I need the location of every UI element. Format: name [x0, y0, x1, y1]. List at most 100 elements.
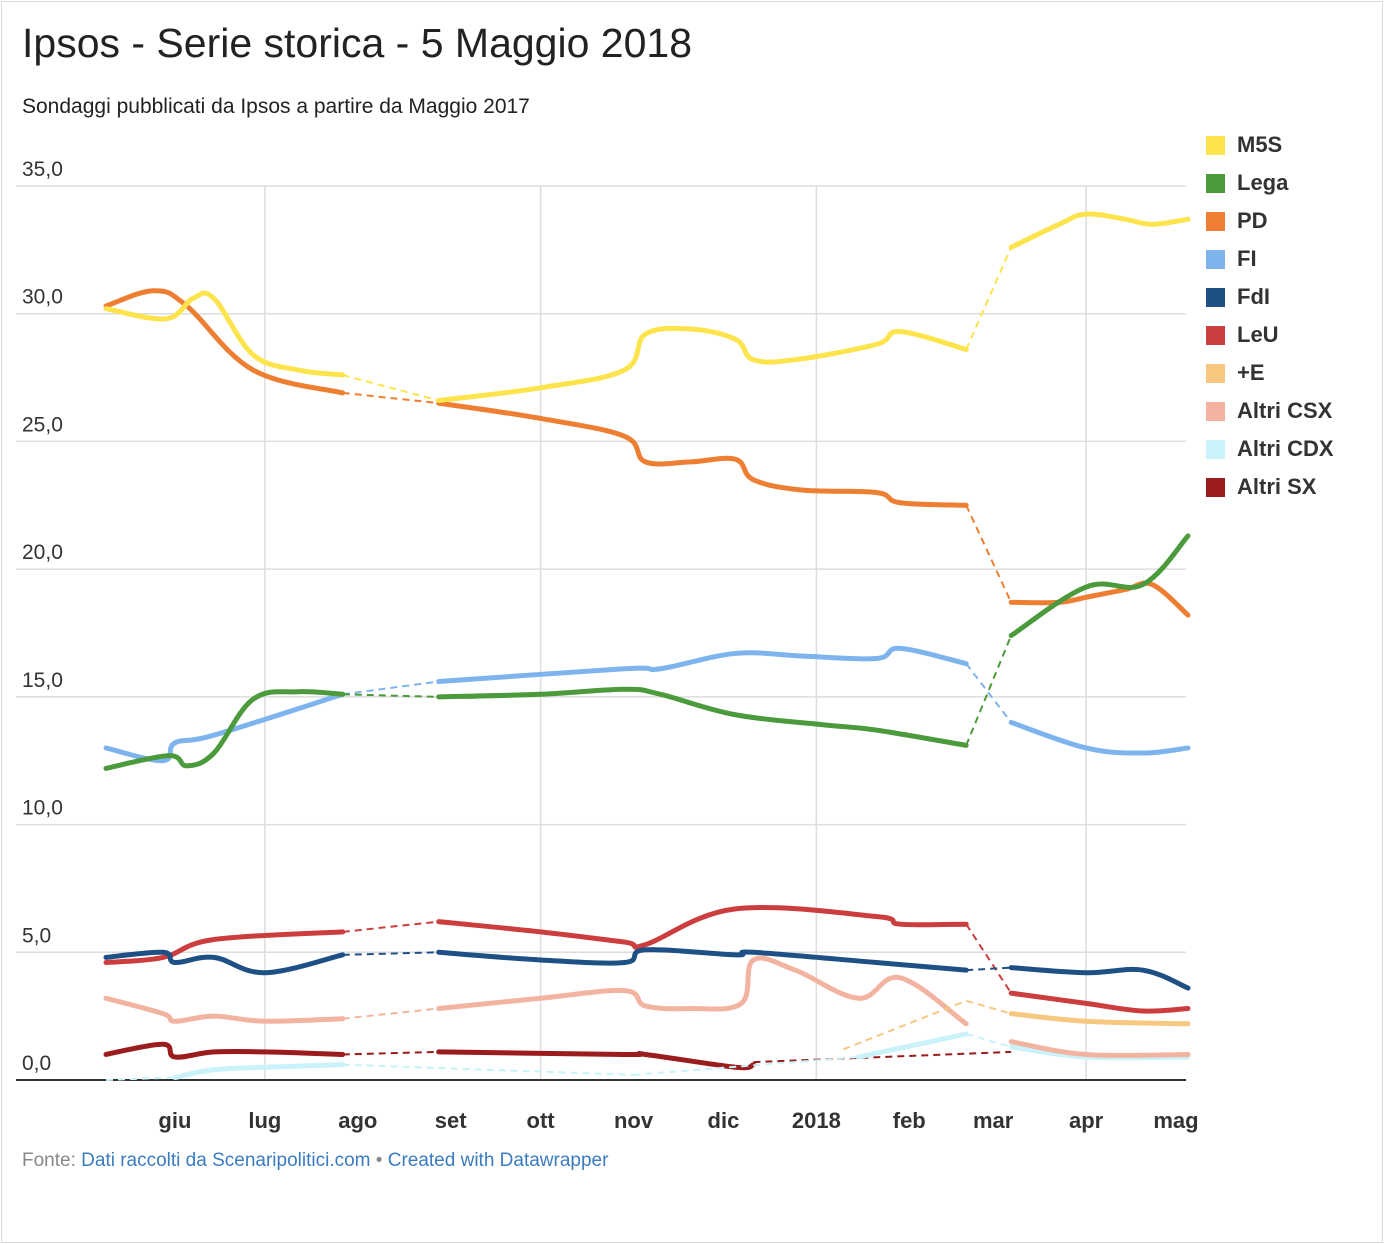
series-pd-line: [1008, 580, 1191, 618]
legend-label: PD: [1237, 208, 1268, 233]
series-leu-line: [436, 904, 969, 950]
series-leu: [103, 904, 1191, 1014]
series-fi-line: [436, 645, 969, 685]
x-tick-label: ago: [338, 1108, 377, 1133]
legend-label: Altri CDX: [1237, 436, 1334, 461]
legend-label: +E: [1237, 360, 1265, 385]
legend-item-fdi: FdI: [1206, 278, 1334, 316]
x-tick-label: mag: [1153, 1108, 1198, 1133]
legend-label: Altri SX: [1237, 474, 1317, 499]
series-fi-gap-line: [342, 680, 439, 696]
series-fdi: [103, 947, 1191, 991]
legend-item-altri-sx: Altri SX: [1206, 468, 1334, 506]
series-altri-sx-gap-line: [342, 1050, 439, 1056]
series-m5s: [103, 211, 1191, 404]
legend-swatch: [1206, 287, 1225, 307]
legend-item-lega: Lega: [1206, 164, 1334, 202]
series-lega-line: [1008, 533, 1191, 639]
series-m5s-line: [103, 290, 346, 378]
series-fdi-line: [436, 947, 969, 973]
series-altri-csx-gap-line: [342, 1007, 439, 1020]
series-altri-csx-line: [1008, 1039, 1191, 1058]
legend-swatch: [1206, 211, 1225, 231]
gridlines: [16, 185, 1186, 1080]
legend-swatch: [1206, 477, 1225, 497]
source-link[interactable]: Dati raccolti da Scenaripolitici.com: [81, 1150, 371, 1171]
y-tick-label: 25,0: [22, 413, 63, 436]
x-tick-label: set: [435, 1108, 467, 1133]
legend-swatch: [1206, 249, 1225, 269]
legend-item-m5s: M5S: [1206, 126, 1334, 164]
series-m5s-line: [436, 325, 969, 404]
series-leu-gap-line: [342, 920, 439, 933]
legend-label: Altri CSX: [1237, 398, 1333, 423]
series-leu-line: [103, 929, 346, 966]
y-tick-label: 30,0: [22, 286, 63, 309]
legend-swatch: [1206, 401, 1225, 421]
footer: Fonte: Dati raccolti da Scenaripolitici.…: [22, 1150, 608, 1172]
series-altri-cdx-line: [855, 1031, 969, 1060]
legend-label: M5S: [1237, 132, 1283, 157]
series-fi-line: [1008, 719, 1191, 756]
chart-title: Ipsos - Serie storica - 5 Maggio 2018: [22, 20, 692, 66]
axes: 0,0 5,0 10,0 15,0 20,0 25,0 30,0 35,0 giu lug ago s…: [16, 158, 1199, 1133]
legend-swatch: [1206, 439, 1225, 459]
series-fdi-line: [1008, 965, 1191, 991]
series-pd-gap-line: [965, 504, 1013, 603]
footer-prefix: Fonte:: [22, 1150, 82, 1171]
legend-item-leu: LeU: [1206, 316, 1334, 354]
series-lega-line: [103, 689, 346, 771]
series-e-gap-line: [965, 999, 1012, 1015]
series-altri-sx-gap-line: [753, 1050, 1012, 1064]
series-fi-line: [103, 691, 346, 764]
series-lines: [103, 211, 1191, 1081]
legend: M5S Lega PD FI FdI LeU +E Altri CSX Altri CDX Alt…: [1206, 126, 1334, 506]
series-altri-cdx-gap-line: [342, 1063, 634, 1076]
y-tick-label: 15,0: [22, 669, 63, 692]
y-tick-label: 35,0: [22, 158, 63, 181]
series-fi: [103, 645, 1191, 764]
series-altri-cdx-gap-line: [633, 1056, 859, 1076]
series-fdi-gap-line: [966, 966, 1012, 972]
series-fi-gap-line: [965, 663, 1012, 724]
series-lega-gap-line: [965, 635, 1013, 746]
legend-item-altri-cdx: Altri CDX: [1206, 430, 1334, 468]
series-pd: [103, 288, 1191, 618]
legend-swatch: [1206, 363, 1225, 383]
datawrapper-link[interactable]: Created with Datawrapper: [387, 1150, 609, 1171]
series-leu-line: [1008, 990, 1191, 1014]
series-altri-csx-line: [436, 955, 969, 1027]
series-pd-gap-line: [342, 391, 439, 405]
series-altri-cdx-gap-line: [965, 1033, 1012, 1048]
series-leu-gap-line: [965, 923, 1012, 994]
series-lega-line: [436, 686, 969, 748]
x-tick-label: mar: [973, 1108, 1014, 1133]
x-tick-label: ott: [527, 1108, 556, 1133]
y-tick-label: 10,0: [22, 797, 63, 820]
legend-label: FI: [1237, 246, 1257, 271]
series-altri-csx-line: [103, 995, 346, 1024]
series-fdi-gap-line: [342, 951, 439, 956]
legend-label: Lega: [1237, 170, 1289, 195]
legend-swatch: [1206, 173, 1225, 193]
y-tick-label: 0,0: [22, 1052, 51, 1075]
series-m5s-gap-line: [965, 246, 1013, 350]
series-altri-sx: [103, 1041, 1012, 1071]
footer-separator: •: [370, 1150, 388, 1171]
y-tick-label: 20,0: [22, 541, 63, 564]
series-m5s-gap-line: [342, 374, 439, 402]
series-e-gap-line: [842, 999, 967, 1051]
x-tick-label: dic: [708, 1108, 740, 1133]
series-lega-gap-line: [342, 693, 439, 698]
series-altri-sx-line: [103, 1041, 346, 1060]
series-altri-sx-line: [436, 1049, 756, 1071]
legend-swatch: [1206, 325, 1225, 345]
series-e: [842, 999, 1191, 1051]
x-tick-label: lug: [248, 1108, 281, 1133]
series-altri-csx: [103, 955, 1191, 1058]
legend-item-fi: FI: [1206, 240, 1334, 278]
chart-subtitle: Sondaggi pubblicati da Ipsos a partire d…: [22, 95, 530, 118]
x-tick-label: apr: [1069, 1108, 1104, 1133]
series-lega: [103, 533, 1191, 771]
